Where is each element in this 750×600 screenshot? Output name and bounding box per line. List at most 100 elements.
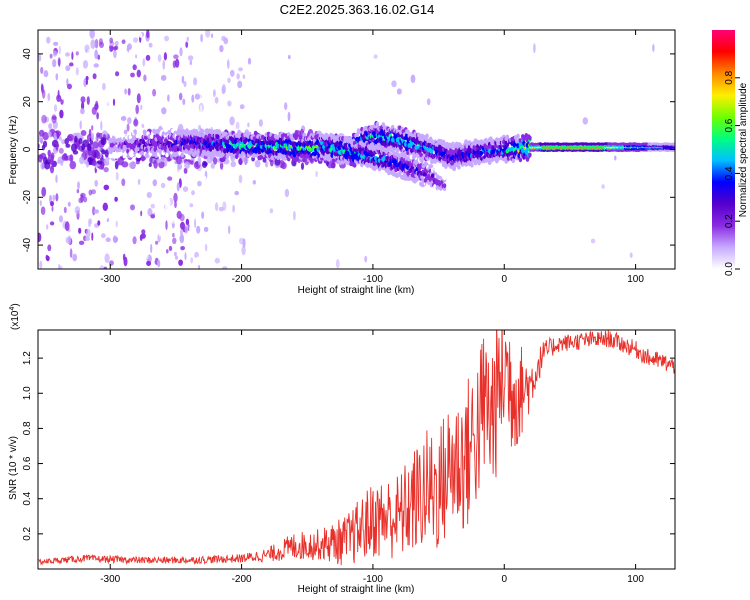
heatmap-noise-cell: [103, 69, 107, 74]
heatmap-noise-cell: [164, 35, 170, 42]
heatmap-noise-cell: [103, 98, 109, 106]
heatmap-signal-cell: [518, 157, 523, 163]
heatmap-noise-cell: [51, 205, 54, 212]
heatmap-noise-cell: [252, 180, 256, 185]
heatmap-band-cell: [61, 139, 66, 145]
spectrogram-x-axis: -300 -200 -100 0 100: [100, 30, 644, 285]
x-tick-label: -300: [100, 574, 120, 585]
heatmap-noise-cell: [143, 74, 147, 82]
heatmap-noise-cell: [227, 100, 232, 107]
heatmap-noise-cell: [172, 237, 177, 244]
heatmap-noise-cell: [205, 30, 211, 38]
y-tick-label: 0: [22, 146, 33, 152]
heatmap-noise-cell: [52, 194, 56, 202]
heatmap-noise-cell: [194, 218, 197, 229]
heatmap-noise-cell: [163, 99, 167, 108]
heatmap-noise-cell: [558, 220, 563, 231]
heatmap-signal-cell: [216, 134, 220, 140]
heatmap-noise-cell: [155, 240, 159, 245]
svg-text:(x104): (x104): [9, 303, 21, 330]
heatmap-noise-cell: [79, 120, 82, 130]
heatmap-noise-cell: [55, 193, 59, 202]
heatmap-band-cell: [254, 160, 261, 168]
colorbar-gradient: [712, 30, 735, 269]
heatmap-noise-cell: [102, 202, 109, 211]
heatmap-noise-cell: [80, 96, 86, 103]
heatmap-noise-cell: [146, 30, 150, 39]
heatmap-noise-cell: [150, 243, 153, 254]
heatmap-noise-cell: [184, 224, 189, 235]
heatmap-noise-cell: [182, 186, 189, 192]
heatmap-noise-cell: [99, 265, 104, 269]
heatmap-noise-cell: [140, 210, 143, 217]
heatmap-noise-cell: [176, 182, 180, 192]
heatmap-noise-cell: [38, 53, 42, 62]
heatmap-noise-cell: [202, 182, 207, 193]
heatmap-noise-cell: [213, 89, 216, 98]
x-tick-label: -200: [232, 274, 252, 285]
heatmap-noise-cell: [67, 83, 72, 90]
heatmap-noise-cell: [72, 253, 78, 262]
y-tick-label: -20: [22, 190, 33, 205]
heatmap-noise-cell: [335, 259, 340, 269]
heatmap-band-cell: [280, 162, 287, 170]
heatmap-band-cell: [190, 160, 194, 165]
heatmap-noise-cell: [182, 98, 186, 106]
heatmap-band-cell: [90, 132, 95, 141]
heatmap-noise-cell: [131, 78, 136, 83]
heatmap-noise-cell: [100, 101, 104, 107]
heatmap-noise-cell: [153, 253, 156, 262]
heatmap-noise-cell: [221, 84, 227, 94]
heatmap-noise-cell: [614, 155, 617, 161]
heatmap-noise-cell: [128, 262, 134, 269]
heatmap-signal-cell: [528, 152, 532, 158]
heatmap-noise-cell: [183, 80, 187, 88]
heatmap-noise-cell: [396, 88, 402, 95]
heatmap-noise-cell: [171, 217, 177, 224]
heatmap-noise-cell: [91, 106, 97, 115]
heatmap-noise-cell: [52, 59, 57, 68]
heatmap-noise-cell: [287, 54, 291, 60]
heatmap-noise-cell: [87, 49, 91, 56]
x-tick-label: 0: [501, 574, 507, 585]
heatmap-signal-cell: [370, 142, 375, 147]
heatmap-noise-cell: [364, 255, 368, 263]
heatmap-noise-cell: [86, 96, 90, 105]
heatmap-noise-cell: [64, 221, 70, 232]
heatmap-noise-cell: [49, 165, 55, 174]
heatmap-band-cell: [91, 160, 97, 167]
heatmap-noise-cell: [91, 232, 94, 241]
heatmap-noise-cell: [533, 43, 536, 54]
heatmap-noise-cell: [203, 226, 209, 232]
heatmap-noise-cell: [145, 54, 151, 61]
heatmap-noise-cell: [84, 236, 91, 241]
heatmap-noise-cell: [242, 238, 246, 249]
heatmap-signal-cell: [381, 122, 386, 128]
heatmap-noise-cell: [58, 147, 64, 154]
y-tick-label: 1.2: [22, 351, 33, 365]
heatmap-noise-cell: [49, 194, 52, 204]
heatmap-noise-cell: [172, 60, 177, 69]
snr-y-label: SNR (10 * v/v): [8, 436, 19, 500]
heatmap-band-cell: [300, 162, 305, 170]
heatmap-noise-cell: [179, 47, 183, 57]
heatmap-band-cell: [40, 162, 45, 170]
heatmap-band-cell: [85, 161, 90, 168]
heatmap-noise-cell: [162, 59, 166, 70]
snr-panel: -300 -200 -100 0 100 0.2 0.4 0.6 0.8 1.0 1.2 Heig…: [8, 303, 676, 595]
heatmap-noise-cell: [50, 238, 53, 246]
heatmap-noise-cell: [146, 260, 152, 266]
heatmap-noise-cell: [115, 30, 120, 40]
heatmap-noise-cell: [315, 170, 318, 178]
heatmap-noise-cell: [80, 108, 85, 115]
heatmap-noise-cell: [139, 191, 144, 197]
heatmap-noise-cell: [410, 74, 416, 84]
heatmap-noise-cell: [209, 234, 215, 239]
heatmap-noise-cell: [108, 44, 114, 52]
heatmap-band-cell: [79, 156, 85, 165]
heatmap-noise-cell: [105, 237, 111, 242]
heatmap-noise-cell: [103, 266, 108, 269]
heatmap-noise-cell: [469, 166, 472, 175]
snr-series-line: [38, 330, 675, 566]
